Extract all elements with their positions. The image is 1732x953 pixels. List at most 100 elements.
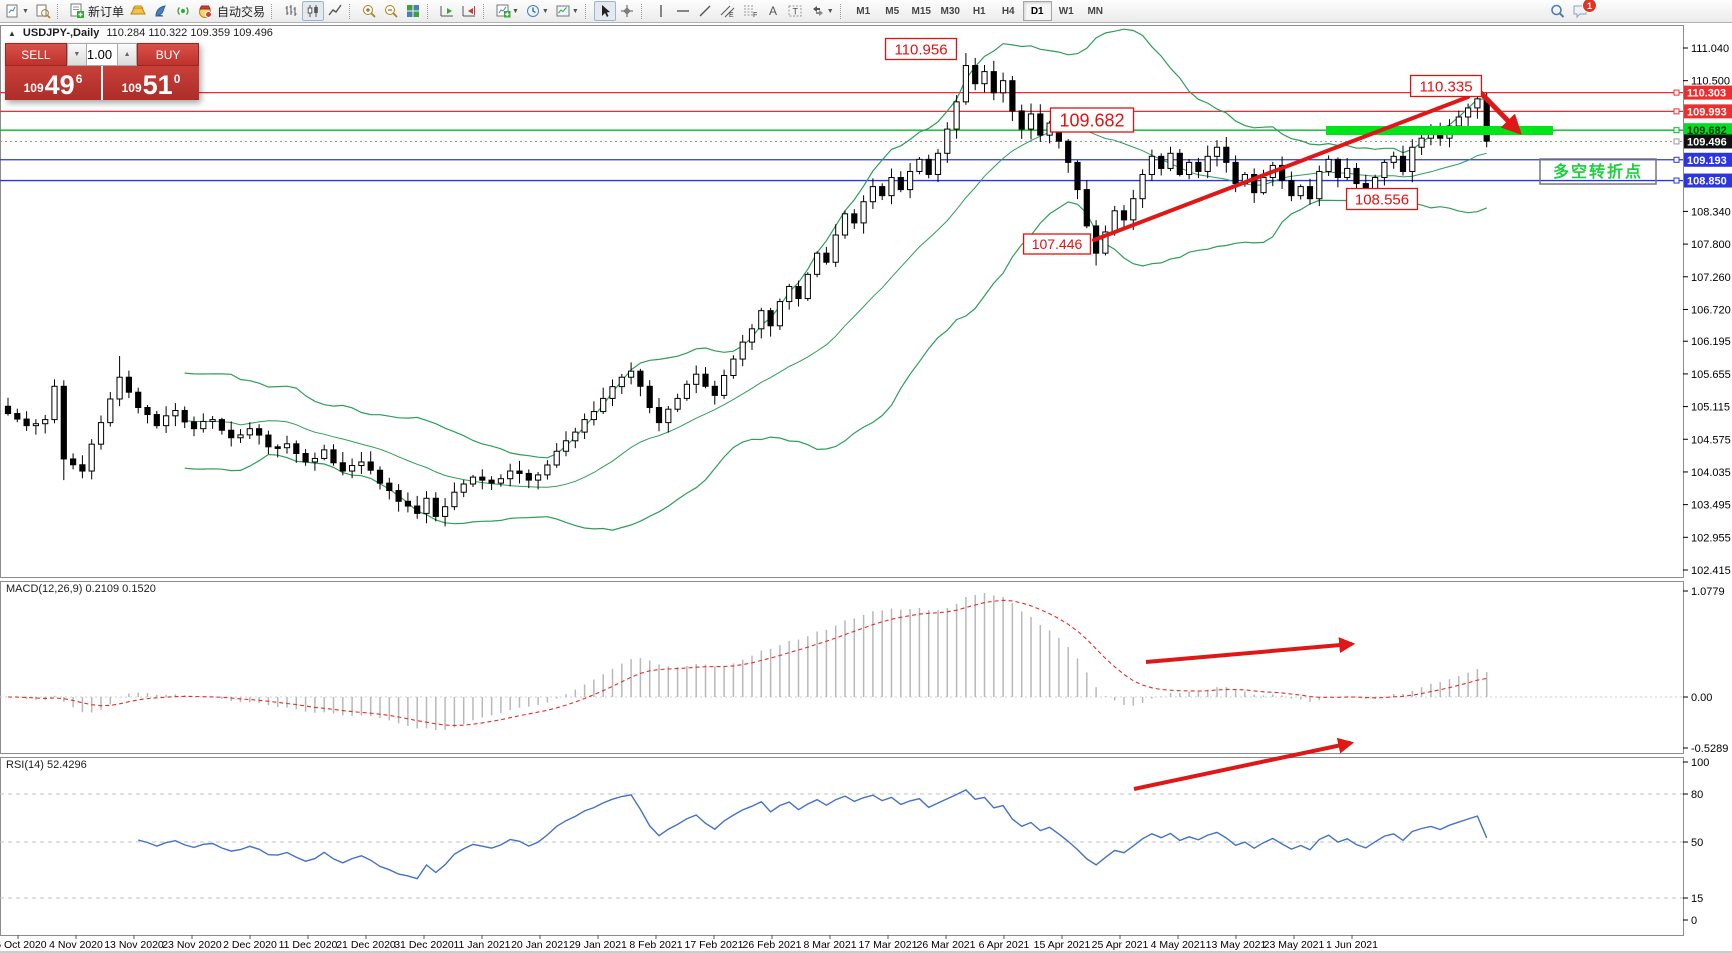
vertical-line-button[interactable] — [650, 1, 672, 21]
price-callout-110.335[interactable]: 110.335 — [1409, 74, 1483, 98]
cursor-button[interactable] — [593, 1, 616, 21]
date-axis-label[interactable]: 15 Apr 2021 — [1034, 939, 1091, 951]
date-axis-label[interactable]: 2 Dec 2020 — [223, 939, 277, 951]
date-axis-label[interactable]: 17 Mar 2021 — [859, 939, 918, 951]
gold-ingot-icon — [130, 5, 146, 15]
tab-timeframe-mn[interactable]: MN — [1087, 5, 1103, 17]
date-axis-label[interactable]: 23 May 2021 — [1264, 939, 1325, 951]
signals-button[interactable] — [150, 1, 172, 21]
date-axis-label[interactable]: 4 May 2021 — [1151, 939, 1206, 951]
date-axis-label[interactable]: 26 Oct 2020 — [0, 939, 47, 951]
tile-windows-button[interactable] — [402, 1, 424, 21]
date-axis-label[interactable]: 13 Nov 2020 — [104, 939, 164, 951]
market-button[interactable] — [127, 1, 150, 21]
signals-icon — [155, 5, 167, 17]
date-axis-label[interactable]: 29 Jan 2021 — [569, 939, 627, 951]
trendline-button[interactable] — [694, 1, 716, 21]
svg-text:109.682: 109.682 — [1687, 125, 1727, 137]
buy-price-display[interactable]: 109 51 0 — [103, 66, 199, 100]
autotrading-icon — [198, 5, 212, 18]
date-axis-label[interactable]: 11 Jan 2021 — [453, 939, 510, 951]
price-axis-tick: 106.720 — [1691, 304, 1731, 316]
macd-trend-arrow[interactable] — [1145, 637, 1356, 664]
new-chart-button[interactable]: ▼ — [2, 1, 32, 21]
volume-input[interactable]: 1.00 — [86, 43, 118, 66]
date-axis-label[interactable]: 13 May 2021 — [1206, 939, 1267, 951]
candlestick-chart-button[interactable] — [301, 1, 324, 21]
uptrend-line[interactable] — [1092, 95, 1470, 242]
rsi-trend-arrow[interactable] — [1133, 737, 1355, 791]
tab-timeframe-h1[interactable]: H1 — [972, 5, 986, 17]
main-toolbar: ▼ 新订单 自动交易 — [0, 0, 1732, 23]
tile-windows-icon — [406, 5, 419, 17]
date-axis-label[interactable]: 26 Feb 2021 — [743, 939, 802, 951]
tab-timeframe-m1[interactable]: M1 — [856, 5, 871, 17]
profiles-icon — [36, 4, 51, 19]
date-axis-label[interactable]: 1 Jun 2021 — [1326, 939, 1378, 951]
candlestick-chart-icon — [307, 5, 318, 17]
periods-button[interactable]: ▼ — [522, 1, 552, 21]
price-axis-tick: 104.035 — [1691, 467, 1731, 479]
date-axis-label[interactable]: 31 Dec 2020 — [394, 939, 454, 951]
crosshair-button[interactable] — [616, 1, 638, 21]
price-axis-tick: 104.575 — [1691, 434, 1731, 446]
arrows-button[interactable]: ▼ — [807, 1, 837, 21]
profiles-button[interactable] — [32, 1, 54, 21]
zoom-out-button[interactable] — [380, 1, 402, 21]
tab-timeframe-w1[interactable]: W1 — [1058, 5, 1074, 17]
channel-button[interactable]: E — [716, 1, 739, 21]
tab-timeframe-d1[interactable]: D1 — [1022, 1, 1052, 21]
rsi-axis-tick: 15 — [1691, 893, 1703, 905]
price-callout-109.682[interactable]: 109.682 — [1049, 107, 1135, 133]
volume-decrease-button[interactable]: ▼ — [66, 43, 87, 66]
search-button[interactable] — [1546, 1, 1569, 21]
macd-pane-title: MACD(12,26,9) 0.2109 0.1520 — [6, 583, 156, 595]
news-button[interactable] — [172, 1, 194, 21]
volume-increase-button[interactable]: ▲ — [117, 43, 138, 66]
buy-button[interactable]: BUY — [137, 43, 199, 66]
date-axis-label[interactable]: 21 Dec 2020 — [336, 939, 396, 951]
sell-price-display[interactable]: 109 49 6 — [5, 66, 101, 100]
bar-chart-button[interactable] — [280, 1, 302, 21]
toolbar-separator — [640, 3, 647, 19]
price-callout-108.556[interactable]: 108.556 — [1345, 187, 1419, 211]
zone-annotation-label[interactable]: 多空转折点 — [1539, 158, 1657, 185]
date-axis-label[interactable]: 17 Feb 2021 — [685, 939, 744, 951]
indicators-button[interactable]: ▼ — [492, 1, 522, 21]
chevron-down-icon: ▼ — [22, 7, 29, 15]
bar-chart-icon — [285, 5, 297, 16]
line-chart-button[interactable] — [324, 1, 346, 21]
resistance-zone-band[interactable] — [1326, 126, 1553, 135]
zoom-in-button[interactable] — [358, 1, 380, 21]
horizontal-line-button[interactable] — [672, 1, 694, 21]
date-axis-label[interactable]: 26 Mar 2021 — [917, 939, 976, 951]
tab-timeframe-m5[interactable]: M5 — [885, 5, 900, 17]
clock-icon — [526, 5, 539, 17]
date-axis-label[interactable]: 4 Nov 2020 — [49, 939, 103, 951]
notifications-button[interactable]: 1 — [1569, 0, 1597, 21]
auto-scroll-button[interactable] — [436, 1, 458, 21]
tab-timeframe-m30[interactable]: M30 — [940, 5, 960, 17]
macd-axis-tick: -0.5289 — [1691, 743, 1728, 755]
tab-timeframe-h4[interactable]: H4 — [1001, 5, 1015, 17]
date-axis-label[interactable]: 20 Jan 2021 — [511, 939, 569, 951]
text-label-button[interactable]: T — [784, 1, 807, 21]
chart-shift-button[interactable] — [458, 1, 480, 21]
price-callout-107.446[interactable]: 107.446 — [1022, 233, 1092, 255]
templates-button[interactable]: ▼ — [552, 1, 582, 21]
date-axis-label[interactable]: 8 Feb 2021 — [629, 939, 682, 951]
fibonacci-button[interactable]: F — [739, 1, 762, 21]
price-axis-tick: 107.800 — [1691, 239, 1731, 251]
date-axis-label[interactable]: 6 Apr 2021 — [979, 939, 1030, 951]
price-callout-110.956[interactable]: 110.956 — [884, 37, 958, 61]
sell-button[interactable]: SELL — [5, 43, 67, 66]
date-axis-label[interactable]: 8 Mar 2021 — [803, 939, 856, 951]
date-axis-label[interactable]: 11 Dec 2020 — [279, 939, 338, 951]
new-order-button[interactable]: 新订单 — [66, 1, 127, 21]
date-axis-label[interactable]: 25 Apr 2021 — [1092, 939, 1149, 951]
autotrading-button[interactable]: 自动交易 — [194, 1, 268, 21]
date-axis-label[interactable]: 23 Nov 2020 — [162, 939, 222, 951]
text-button[interactable]: A — [762, 1, 784, 21]
tab-timeframe-m15[interactable]: M15 — [911, 5, 931, 17]
